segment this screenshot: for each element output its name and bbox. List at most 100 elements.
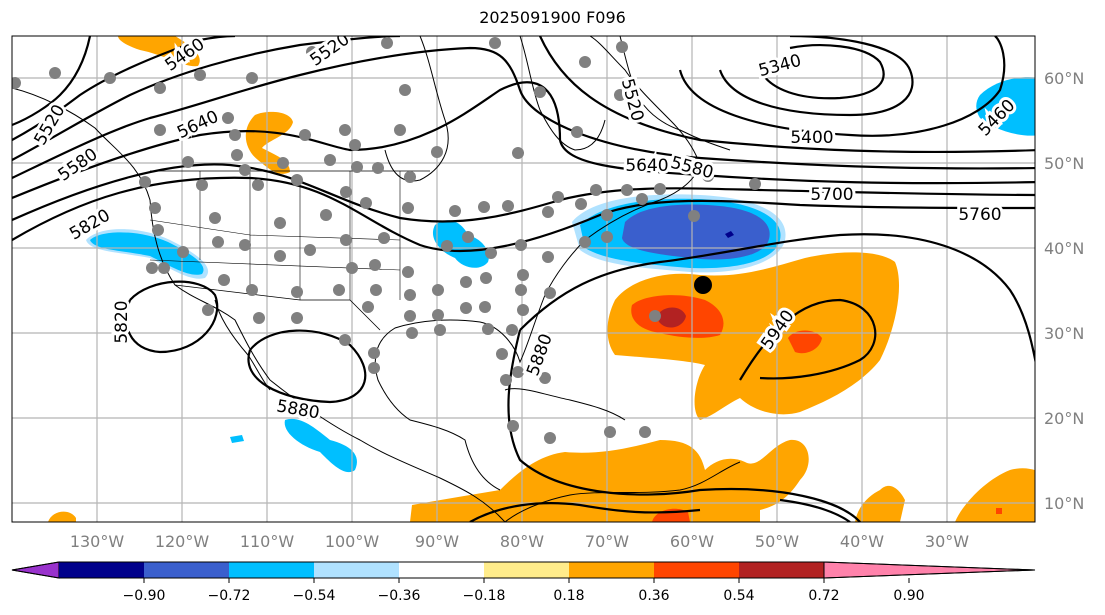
station-dot [149,202,161,214]
station-dot [274,250,286,262]
station-dot [339,124,351,136]
station-dot [340,186,352,198]
colorbar-tick-label: 0.54 [723,588,754,604]
fill-orange [118,36,200,67]
station-dot [702,170,714,182]
colorbar-tick-label: −0.90 [123,588,166,604]
contour-label: 5580 [55,144,102,185]
station-dot [515,239,527,251]
station-dot [432,309,444,321]
station-dot [654,183,666,195]
fill-royalblue [622,204,770,260]
fill-orange [607,252,900,420]
station-dot [222,112,234,124]
station-dot [432,284,444,296]
station-dot [749,178,761,190]
station-dot [351,161,363,173]
contour-label: 5820 [112,300,132,343]
latitude-label: 10°N [1044,494,1084,513]
colorbar-segment [59,562,144,578]
station-dot [434,324,446,336]
station-dot [649,310,661,322]
longitude-label: 110°W [240,532,295,551]
longitude-label: 130°W [70,532,125,551]
fill-orange [245,111,293,174]
fill-cyan [284,418,358,473]
station-dot [212,236,224,248]
station-dot [404,310,416,322]
longitude-label: 70°W [585,532,629,551]
colorbar-outline [11,561,1036,579]
station-dot [362,301,374,313]
station-dot [544,287,556,299]
station-dot [460,302,472,314]
colorbar-tick-label: 0.18 [553,588,584,604]
station-dot [291,312,303,324]
map-title: 2025091900 F096 [479,8,626,27]
station-dot [304,244,316,256]
station-dot [370,284,382,296]
contour-label: 5880 [523,331,557,378]
station-dot [306,46,318,58]
station-dot [614,89,626,101]
station-dot [489,37,501,49]
station-dot [218,274,230,286]
contour-label: 5340 [757,51,804,82]
station-dot [277,157,289,169]
longitude-label: 80°W [500,532,544,551]
height-contours [12,36,1035,522]
longitude-labels: 130°W 120°W 110°W 100°W 90°W 80°W 70°W 60°W 50°W… [70,532,969,551]
station-dot [12,77,21,89]
station-dot [616,41,628,53]
station-dot [154,82,166,94]
station-dot [539,372,551,384]
station-dot [480,272,492,284]
station-dot [177,246,189,258]
station-dot [496,348,508,360]
longitude-label: 60°W [670,532,714,551]
station-dot [404,171,416,183]
station-dot [406,327,418,339]
station-dot [372,162,384,174]
station-dot [349,139,361,151]
station-dot [182,156,194,168]
station-dot [340,234,352,246]
longitude-label: 50°W [755,532,799,551]
fill-cyan [230,435,244,443]
station-dot [274,217,286,229]
colorbar-segment [144,562,229,578]
contour-label: 5400 [790,128,833,148]
contour-label: 5640 [174,107,222,143]
station-dot [369,259,381,271]
station-dot [544,432,556,444]
station-markers [12,37,761,444]
station-dot [324,154,336,166]
colorbar-tick-label: −0.18 [463,588,506,604]
station-dot [368,347,380,359]
station-dot [49,67,61,79]
latitude-labels: 60°N 50°N 40°N 30°N 20°N 10°N [1044,69,1084,513]
fill-darkred [657,307,686,328]
station-dot [636,193,648,205]
longitude-label: 120°W [155,532,210,551]
fill-cyan [976,77,1035,136]
station-dot [229,129,241,141]
station-dot [485,247,497,259]
station-dot [404,289,416,301]
station-dot [202,304,214,316]
station-dot [479,301,491,313]
fill-orange [855,485,905,522]
colorbar-segment [484,562,569,578]
station-dot [394,124,406,136]
station-dot [378,232,390,244]
colorbar-extend-max [823,561,1036,579]
colorbar-tick-label: −0.54 [293,588,336,604]
station-dot [502,200,514,212]
station-dot [339,334,351,346]
anomaly-fills [48,36,1035,522]
fill-red [788,330,822,354]
latitude-label: 60°N [1044,69,1084,88]
latitude-label: 50°N [1044,154,1084,173]
